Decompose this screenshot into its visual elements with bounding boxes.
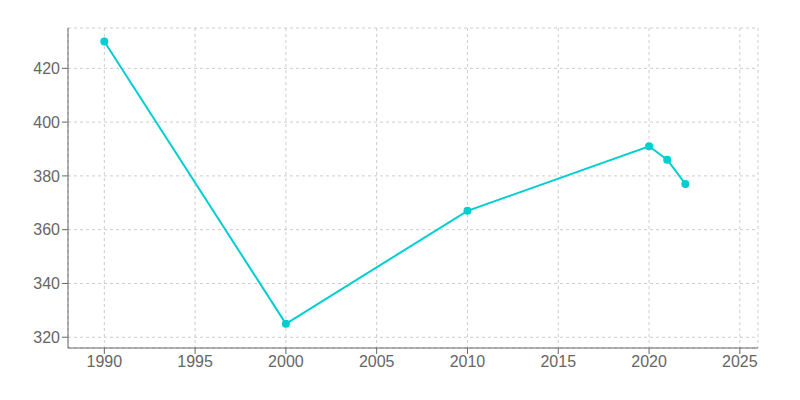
svg-text:2020: 2020 <box>631 353 667 370</box>
svg-text:1990: 1990 <box>87 353 123 370</box>
svg-text:2000: 2000 <box>268 353 304 370</box>
svg-text:2015: 2015 <box>540 353 576 370</box>
svg-text:1995: 1995 <box>177 353 213 370</box>
svg-text:400: 400 <box>33 114 60 131</box>
svg-text:320: 320 <box>33 329 60 346</box>
svg-text:420: 420 <box>33 60 60 77</box>
svg-text:2005: 2005 <box>359 353 395 370</box>
svg-text:360: 360 <box>33 221 60 238</box>
svg-text:2010: 2010 <box>450 353 486 370</box>
svg-text:2025: 2025 <box>722 353 758 370</box>
svg-text:380: 380 <box>33 168 60 185</box>
svg-text:340: 340 <box>33 275 60 292</box>
